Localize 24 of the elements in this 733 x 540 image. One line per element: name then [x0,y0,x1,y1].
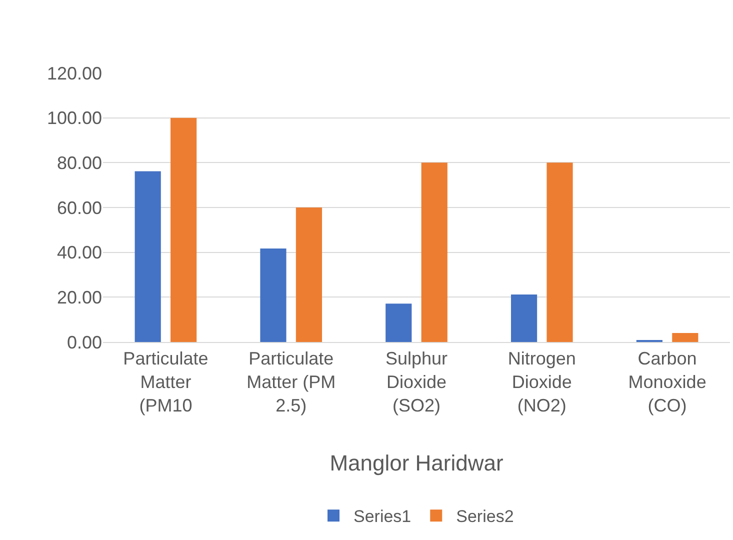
bar [510,294,538,342]
bar [386,304,412,342]
y-tick-label: 0.00 [66,332,102,352]
y-tick-label: 80.00 [56,152,102,173]
y-tick-label: 20.00 [56,287,102,308]
x-tick-label: Nitrogen Dioxide (NO2) [508,348,576,416]
x-tick-label: Particulate Matter (PM10 [123,348,208,416]
bar [134,171,161,342]
y-tick-label: 120.00 [46,63,102,84]
y-tick-label: 40.00 [56,242,102,263]
legend-label: Series1 [354,507,412,526]
bar [170,118,197,342]
x-tick-label: Carbon Monoxide (CO) [628,348,706,416]
y-tick-label: 100.00 [46,108,102,128]
x-tick-label: Particulate Matter (PM 2.5) [246,348,336,416]
bar [296,208,322,342]
x-tick-label: Sulphur Dioxide (SO2) [385,348,448,416]
bar [260,248,286,342]
bar [546,162,573,342]
legend-label: Series2 [456,507,514,526]
y-tick-label: 60.00 [56,198,102,218]
bar [672,333,698,342]
bar [421,162,448,342]
x-axis-title: Manglor Haridwar [330,450,504,476]
